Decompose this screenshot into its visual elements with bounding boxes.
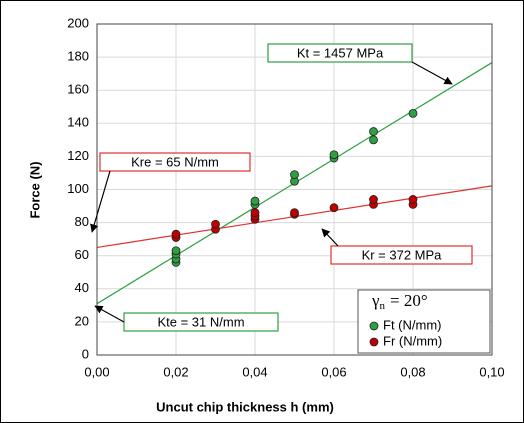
annotation-box — [99, 152, 251, 172]
y-tick-label: 0 — [82, 346, 89, 361]
legend: γn = 20° Ft (N/mm)Fr (N/mm) — [357, 289, 491, 354]
legend-box — [357, 289, 491, 354]
annotation-text: Kt = 1457 MPa — [297, 45, 384, 60]
annotation-box — [330, 245, 473, 265]
point — [250, 208, 260, 218]
y-axis-label: Force (N) — [27, 161, 42, 218]
x-tick-label: 0,06 — [321, 364, 346, 379]
y-tick-label: 200 — [67, 15, 89, 30]
point — [369, 135, 378, 145]
legend-title: γn = 20° — [371, 291, 428, 312]
legend-label: Ft (N/mm) — [383, 317, 441, 332]
point — [329, 150, 339, 160]
y-tick-label: 80 — [75, 214, 89, 229]
annotations: Kt = 1457 MPa Kre = 65 N/mm Kr = 372 MPa Kt… — [90, 43, 473, 332]
x-tick-label: 0,02 — [163, 364, 188, 379]
y-tick-label: 40 — [75, 280, 89, 295]
y-tick-label: 160 — [67, 82, 89, 97]
marks — [171, 108, 418, 267]
point — [329, 203, 339, 213]
legend-marker — [369, 337, 379, 347]
point — [211, 219, 220, 229]
plot-border — [96, 23, 493, 356]
point — [369, 127, 378, 136]
point — [408, 195, 418, 204]
point — [369, 195, 378, 204]
y-tick-label: 100 — [67, 181, 89, 196]
annotation-box — [267, 43, 413, 63]
y-tick-label: 60 — [75, 247, 89, 262]
annotation-text: Kre = 65 N/mm — [131, 154, 219, 169]
point — [250, 196, 260, 206]
x-tick-label: 0,08 — [400, 364, 425, 379]
point — [171, 229, 181, 239]
point — [290, 208, 299, 218]
x-tick-label: 0,00 — [84, 364, 109, 379]
legend-marker — [369, 321, 379, 331]
y-tick-label: 140 — [67, 115, 89, 130]
x-tick-label: 0,10 — [479, 364, 504, 379]
x-axis-label: Uncut chip thickness h (mm) — [156, 399, 334, 414]
legend-label: Fr (N/mm) — [383, 333, 442, 348]
y-tick-label: 180 — [67, 49, 89, 64]
annotation-arrow — [94, 305, 125, 323]
annotation-text: Kr = 372 MPa — [362, 247, 443, 262]
y-tick-label: 20 — [75, 313, 89, 328]
annotation-arrow — [411, 61, 453, 85]
y-tick-label: 120 — [67, 148, 89, 163]
point — [171, 246, 181, 256]
point — [408, 108, 418, 118]
point — [290, 170, 299, 180]
annotation-arrow — [321, 228, 339, 247]
annotation-arrow — [90, 170, 111, 233]
annotation-text: Kte = 31 N/mm — [157, 314, 244, 329]
x-tick-label: 0,04 — [242, 364, 267, 379]
